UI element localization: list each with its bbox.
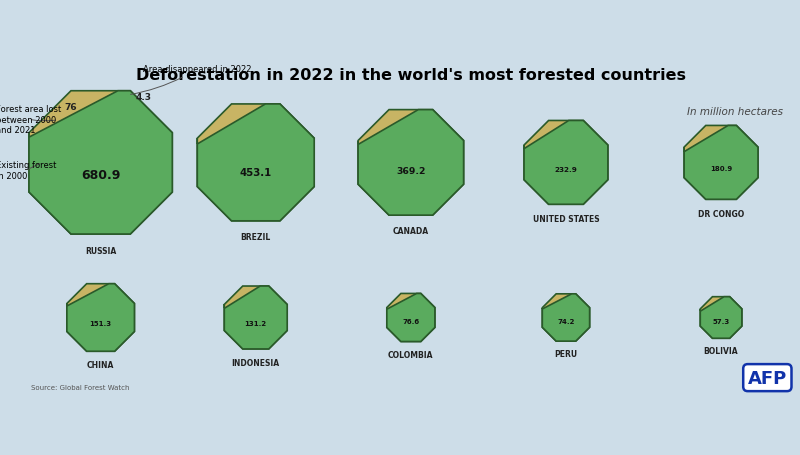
Text: BREZIL: BREZIL — [241, 233, 271, 241]
Text: INDONESIA: INDONESIA — [232, 358, 280, 367]
Polygon shape — [700, 297, 742, 339]
Text: 453.1: 453.1 — [240, 167, 272, 177]
Text: 180.9: 180.9 — [710, 166, 732, 172]
Text: COLOMBIA: COLOMBIA — [388, 350, 434, 359]
Polygon shape — [542, 294, 590, 341]
Text: PERU: PERU — [554, 349, 578, 359]
Text: Forest area lost
between 2000
and 2021: Forest area lost between 2000 and 2021 — [0, 105, 61, 135]
Text: Existing forest
in 2000: Existing forest in 2000 — [0, 161, 56, 181]
Polygon shape — [198, 105, 314, 221]
Text: 680.9: 680.9 — [81, 168, 120, 181]
Polygon shape — [387, 294, 435, 342]
Polygon shape — [198, 105, 314, 221]
Text: BOLIVIA: BOLIVIA — [704, 346, 738, 355]
Text: 151.3: 151.3 — [90, 320, 112, 326]
Text: AFP: AFP — [748, 369, 787, 387]
Text: Deforestation in 2022 in the world's most forested countries: Deforestation in 2022 in the world's mos… — [136, 68, 686, 83]
Polygon shape — [224, 286, 287, 349]
Text: 74.2: 74.2 — [558, 318, 574, 324]
Text: 131.2: 131.2 — [245, 320, 267, 326]
Polygon shape — [358, 111, 464, 216]
Polygon shape — [684, 126, 758, 200]
Polygon shape — [387, 294, 435, 342]
Polygon shape — [29, 91, 172, 234]
Text: CHINA: CHINA — [87, 360, 114, 369]
Polygon shape — [358, 111, 464, 216]
Text: UNITED STATES: UNITED STATES — [533, 214, 599, 223]
Polygon shape — [524, 121, 608, 205]
Polygon shape — [684, 126, 758, 200]
Polygon shape — [67, 284, 134, 351]
Polygon shape — [224, 286, 287, 349]
Text: 76.6: 76.6 — [402, 318, 419, 325]
Text: In million hectares: In million hectares — [687, 107, 783, 117]
Text: RUSSIA: RUSSIA — [85, 247, 116, 256]
Polygon shape — [29, 91, 172, 234]
Text: 57.3: 57.3 — [713, 318, 730, 324]
Text: 76: 76 — [65, 103, 78, 112]
Polygon shape — [542, 294, 590, 341]
Text: DR CONGO: DR CONGO — [698, 209, 744, 218]
Polygon shape — [67, 284, 134, 351]
Text: Source: Global Forest Watch: Source: Global Forest Watch — [31, 384, 130, 390]
Text: 4.3: 4.3 — [135, 93, 151, 102]
Text: CANADA: CANADA — [393, 226, 429, 235]
Text: Area disappeared in 2022: Area disappeared in 2022 — [130, 65, 252, 95]
Polygon shape — [524, 121, 608, 205]
Text: 232.9: 232.9 — [554, 167, 578, 173]
Text: 369.2: 369.2 — [396, 167, 426, 176]
Polygon shape — [700, 297, 742, 339]
